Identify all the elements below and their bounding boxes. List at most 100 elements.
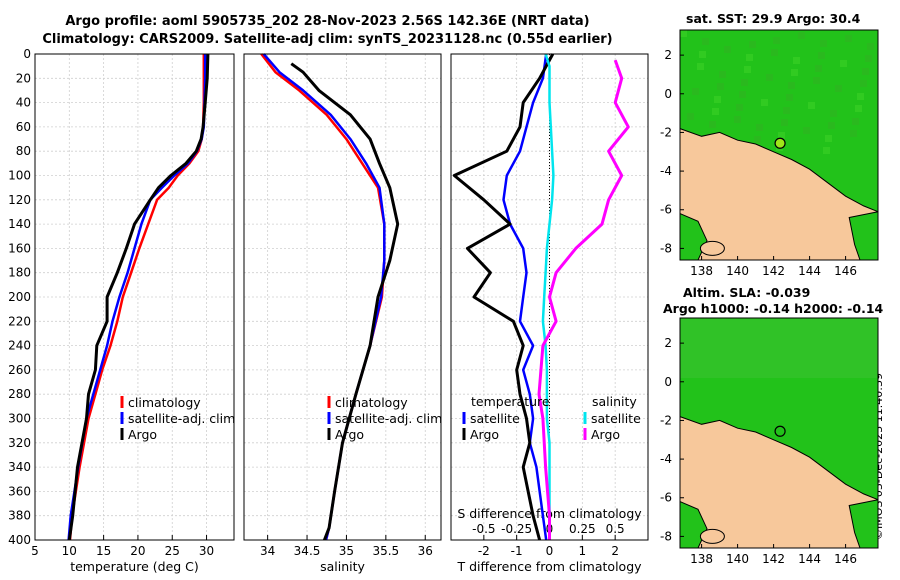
sst-texture-cell [734, 116, 741, 123]
sla-lon-tick-label: 146 [834, 552, 857, 566]
sst-texture-cell [736, 104, 743, 111]
temperature-legend-label: satellite-adj. clim [128, 411, 235, 426]
sst-texture-cell [746, 54, 753, 61]
sst-lat-tick-label: -8 [660, 241, 672, 255]
sla-texture-band [680, 318, 878, 378]
temperature-x-tick-label: 25 [165, 544, 180, 558]
sla-lon-tick-label: 144 [798, 552, 821, 566]
sla-lon-tick-label: 140 [726, 552, 749, 566]
sst-texture-cell [702, 38, 709, 45]
sst-texture-cell [680, 30, 687, 37]
temperature-y-tick-label: 360 [8, 484, 31, 498]
diff-legend-temp-title: temperature [471, 394, 550, 409]
salinity-x-tick-label: 35 [339, 544, 354, 558]
temperature-y-tick-label: 20 [16, 71, 31, 85]
temperature-y-tick-label: 340 [8, 460, 31, 474]
sst-lon-tick-label: 144 [798, 264, 821, 278]
sst-texture-cell [798, 32, 805, 39]
sst-texture-cell [781, 119, 788, 126]
temperature-y-tick-label: 140 [8, 217, 31, 231]
temperature-y-tick-label: 120 [8, 193, 31, 207]
sst-map-title: sat. SST: 29.9 Argo: 30.4 [686, 11, 861, 26]
sst-texture-cell [697, 63, 704, 70]
sla-lat-tick-label: -8 [660, 529, 672, 543]
differences-x-tick-label: 2 [611, 544, 619, 558]
differences-x-tick-label: 0 [546, 544, 554, 558]
sst-texture-cell [714, 96, 721, 103]
temperature-y-tick-label: 280 [8, 387, 31, 401]
diff-legend-sal-label: Argo [591, 427, 620, 442]
temperature-y-tick-label: 300 [8, 412, 31, 426]
salinity-axes-frame [243, 53, 442, 541]
sst-texture-cell [820, 40, 827, 47]
salinity-diff-tick-label: -0.5 [472, 522, 495, 536]
sst-texture-cell [860, 80, 867, 87]
sst-lat-tick-label: -6 [660, 203, 672, 217]
diff-legend-sal-title: salinity [592, 394, 637, 409]
temperature-legend-label: Argo [128, 427, 157, 442]
sst-texture-cell [818, 52, 825, 59]
sst-texture-cell [850, 130, 857, 137]
temperature-x-tick-label: 15 [96, 544, 111, 558]
temperature-axes-frame [34, 53, 235, 541]
salinity-legend-label: satellite-adj. clim [335, 411, 442, 426]
sst-texture-cell [857, 93, 864, 100]
sst-texture-cell [712, 108, 719, 115]
sst-texture-cell [761, 99, 768, 106]
temperature-x-tick-label: 20 [130, 544, 145, 558]
sla-map: 138 140 142 144 146 2 0 -2 -4 -6 -8 [660, 317, 879, 566]
sla-island [699, 528, 725, 544]
sst-texture-cell [823, 147, 830, 154]
sst-texture-cell [724, 46, 731, 53]
sst-texture-cell [813, 77, 820, 84]
sst-lat-tick-label: -2 [660, 125, 672, 139]
salinity-x-tick-label: 36 [418, 544, 433, 558]
figure-title-line2: Climatology: CARS2009. Satellite-adj cli… [42, 32, 613, 47]
sla-lon-tick-label: 138 [690, 552, 713, 566]
differences-x-tick-label: 1 [579, 544, 587, 558]
sst-texture-cell [687, 113, 694, 120]
temperature-y-tick-label: 320 [8, 436, 31, 450]
series-line-argo [67, 53, 210, 541]
temperature-y-tick-label: 80 [16, 144, 31, 158]
series-line-argo [290, 62, 400, 541]
sst-map: 138 140 142 144 146 2 0 -2 -4 -6 -8 [660, 29, 879, 278]
sst-texture-cell [717, 83, 724, 90]
sst-texture-cell [741, 79, 748, 86]
sst-texture-cell [845, 35, 852, 42]
temperature-x-tick-label: 30 [199, 544, 214, 558]
sst-texture-cell [749, 41, 756, 48]
salinity-diff-tick-label: 0.25 [569, 522, 596, 536]
sst-argo-location-marker [774, 137, 786, 149]
sst-lat-tick-label: 2 [664, 48, 672, 62]
sst-lat-tick-label: 0 [664, 87, 672, 101]
sla-lat-tick-label: 2 [664, 336, 672, 350]
sst-texture-cell [788, 82, 795, 89]
sst-texture-cell [699, 51, 706, 58]
sst-texture-cell [852, 118, 859, 125]
sst-texture-cell [828, 122, 835, 129]
diff-legend-sal-label: satellite [591, 411, 641, 426]
salinity-x-tick-label: 34 [260, 544, 275, 558]
sst-texture-cell [840, 60, 847, 67]
temperature-y-tick-label: 200 [8, 290, 31, 304]
salinity-x-tick-label: 35.5 [372, 544, 399, 558]
sla-lat-tick-label: -2 [660, 413, 672, 427]
sst-texture-cell [766, 74, 773, 81]
temperature-y-tick-label: 180 [8, 266, 31, 280]
sst-texture-cell [786, 94, 793, 101]
sst-lon-tick-label: 140 [726, 264, 749, 278]
salinity-x-tick-label: 34.5 [294, 544, 321, 558]
sla-map-subtitle: Argo h1000: -0.14 h2000: -0.14 [663, 301, 884, 316]
temperature-x-tick-label: 5 [31, 544, 39, 558]
temperature-y-tick-label: 60 [16, 120, 31, 134]
sst-texture-cell [783, 107, 790, 114]
sst-texture-cell [692, 88, 699, 95]
series-line-salinity-satellite [541, 53, 555, 540]
sst-texture-cell [830, 110, 837, 117]
sst-texture-cell [803, 127, 810, 134]
differences-x-tick-label: -1 [511, 544, 523, 558]
sla-lon-tick-label: 142 [762, 552, 785, 566]
sst-texture-cell [778, 132, 785, 139]
sst-island [699, 240, 725, 256]
